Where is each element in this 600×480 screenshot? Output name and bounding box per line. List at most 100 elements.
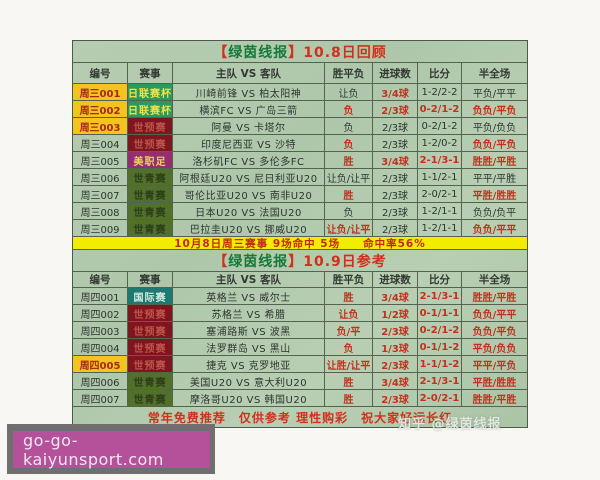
table2-body: 周四001 国际赛 英格兰 VS 威尔士 胜 3/4球 2-1/3-1 胜胜/平… <box>73 288 527 407</box>
hft-pick: 平胜/胜胜 <box>462 373 527 390</box>
col-header-4: 进球数 <box>373 272 418 288</box>
match-id: 周三002 <box>73 101 128 118</box>
hft-pick: 平负/负负 <box>462 118 527 135</box>
match-id: 周三005 <box>73 152 128 169</box>
goals-pick: 2/3球 <box>373 135 418 152</box>
table-row: 周四003 世预赛 塞浦路斯 VS 波黑 负/平 2/3球 0-2/1-2 负负… <box>73 322 527 339</box>
match-id: 周三001 <box>73 84 128 101</box>
teams: 法罗群岛 VS 黑山 <box>173 339 325 356</box>
teams: 捷克 VS 克罗地亚 <box>173 356 325 373</box>
match-id: 周三008 <box>73 203 128 220</box>
wdl-pick: 让负/让平 <box>325 220 373 237</box>
title-bracket-right: 】 <box>288 44 304 61</box>
goals-pick: 3/4球 <box>373 84 418 101</box>
table-row: 周四002 世预赛 苏格兰 VS 希腊 让负 1/2球 0-1/1-1 负负/平… <box>73 305 527 322</box>
score-pick: 2-0/2-1 <box>418 186 462 203</box>
col-header-4: 进球数 <box>373 63 418 84</box>
wdl-pick: 负 <box>325 118 373 135</box>
teams: 阿曼 VS 卡塔尔 <box>173 118 325 135</box>
title-date: 10.8日回顾 <box>303 44 387 61</box>
site-watermark: go-go-kaiyunsport.com <box>13 430 210 469</box>
table1-body: 周三001 日联赛杯 川崎前锋 VS 柏太阳神 让负 3/4球 1-2/2-2 … <box>73 84 527 237</box>
league-badge: 世青赛 <box>128 220 173 237</box>
match-id: 周三009 <box>73 220 128 237</box>
wdl-pick: 负 <box>325 101 373 118</box>
hft-pick: 胜胜/平胜 <box>462 152 527 169</box>
col-header-5: 比分 <box>418 63 462 84</box>
goals-pick: 2/3球 <box>373 220 418 237</box>
teams: 阿根廷U20 VS 尼日利亚U20 <box>173 169 325 186</box>
table-row: 周三007 世青赛 哥伦比亚U20 VS 南非U20 胜 2/3球 2-0/2-… <box>73 186 527 203</box>
footer-note: 常年免费推荐 仅供参考 理性购彩 祝大家好运长红 <box>147 410 453 425</box>
wdl-pick: 胜 <box>325 373 373 390</box>
match-id: 周三007 <box>73 186 128 203</box>
league-badge: 世青赛 <box>128 169 173 186</box>
goals-pick: 3/4球 <box>373 373 418 390</box>
hft-pick: 平胜/胜胜 <box>462 186 527 203</box>
teams: 巴拉圭U20 VS 挪威U20 <box>173 220 325 237</box>
match-id: 周三004 <box>73 135 128 152</box>
league-badge: 世预赛 <box>128 339 173 356</box>
table-row: 周三002 日联赛杯 横滨FC VS 广岛三箭 负 2/3球 0-2/1-2 负… <box>73 101 527 118</box>
zhihu-watermark: 知乎 @绿茵线报 <box>398 413 502 432</box>
match-id: 周四004 <box>73 339 128 356</box>
title-brand: 绿茵线报 <box>228 253 289 270</box>
zhihu-watermark-text: 知乎 @绿茵线报 <box>398 417 502 432</box>
teams: 美国U20 VS 意大利U20 <box>173 373 325 390</box>
league-badge: 国际赛 <box>128 288 173 305</box>
col-header-0: 编号 <box>73 63 128 84</box>
table-row: 周三005 美职足 洛杉矶FC VS 多伦多FC 胜 3/4球 2-1/3-1 … <box>73 152 527 169</box>
hft-pick: 负负/平负 <box>462 101 527 118</box>
col-header-3: 胜平负 <box>325 272 373 288</box>
table-row: 周三008 世青赛 日本U20 VS 法国U20 负 2/3球 1-2/1-1 … <box>73 203 527 220</box>
teams: 印度尼西亚 VS 沙特 <box>173 135 325 152</box>
goals-pick: 2/3球 <box>373 169 418 186</box>
score-pick: 1-1/2-1 <box>418 169 462 186</box>
table2-header: 编号 赛事 主队 VS 客队 胜平负 进球数 比分 半全场 <box>73 272 527 288</box>
table-row: 周四006 世青赛 美国U20 VS 意大利U20 胜 3/4球 2-1/3-1… <box>73 373 527 390</box>
table-row: 周四007 世青赛 摩洛哥U20 VS 韩国U20 胜 2/3球 2-0/2-1… <box>73 390 527 407</box>
table-row: 周三001 日联赛杯 川崎前锋 VS 柏太阳神 让负 3/4球 1-2/2-2 … <box>73 84 527 101</box>
score-pick: 2-1/3-1 <box>418 373 462 390</box>
goals-pick: 2/3球 <box>373 101 418 118</box>
teams: 苏格兰 VS 希腊 <box>173 305 325 322</box>
wdl-pick: 胜 <box>325 288 373 305</box>
table-row: 周三009 世青赛 巴拉圭U20 VS 挪威U20 让负/让平 2/3球 1-2… <box>73 220 527 237</box>
col-header-6: 半全场 <box>462 272 527 288</box>
table1-header: 编号 赛事 主队 VS 客队 胜平负 进球数 比分 半全场 <box>73 63 527 84</box>
goals-pick: 2/3球 <box>373 390 418 407</box>
wdl-pick: 胜 <box>325 390 373 407</box>
league-badge: 世预赛 <box>128 356 173 373</box>
score-pick: 2-1/3-1 <box>418 288 462 305</box>
score-pick: 0-1/1-1 <box>418 305 462 322</box>
table-row: 周三004 世预赛 印度尼西亚 VS 沙特 负 2/3球 1-2/0-2 负负/… <box>73 135 527 152</box>
table-row: 周三003 世预赛 阿曼 VS 卡塔尔 负 2/3球 0-2/1-2 平负/负负 <box>73 118 527 135</box>
section1-title: 【 绿茵线报 】 10.8日回顾 <box>73 41 527 63</box>
wdl-pick: 胜 <box>325 186 373 203</box>
site-watermark-text: go-go-kaiyunsport.com <box>23 430 164 469</box>
wdl-pick: 负 <box>325 339 373 356</box>
goals-pick: 3/4球 <box>373 152 418 169</box>
table-row: 周四004 世预赛 法罗群岛 VS 黑山 负 1/3球 0-1/1-2 平负/负… <box>73 339 527 356</box>
teams: 摩洛哥U20 VS 韩国U20 <box>173 390 325 407</box>
teams: 日本U20 VS 法国U20 <box>173 203 325 220</box>
col-header-0: 编号 <box>73 272 128 288</box>
col-header-2: 主队 VS 客队 <box>173 272 325 288</box>
section2-title: 【 绿茵线报 】 10.9日参考 <box>73 250 527 272</box>
wdl-pick: 让负/让平 <box>325 169 373 186</box>
goals-pick: 1/2球 <box>373 305 418 322</box>
league-badge: 世预赛 <box>128 135 173 152</box>
hft-pick: 平平/平负 <box>462 356 527 373</box>
match-id: 周四005 <box>73 356 128 373</box>
teams: 川崎前锋 VS 柏太阳神 <box>173 84 325 101</box>
score-pick: 0-2/1-2 <box>418 322 462 339</box>
score-pick: 1-1/1-2 <box>418 356 462 373</box>
teams: 哥伦比亚U20 VS 南非U20 <box>173 186 325 203</box>
title-bracket-left: 【 <box>213 253 229 270</box>
score-pick: 2-1/3-1 <box>418 152 462 169</box>
match-id: 周四003 <box>73 322 128 339</box>
col-header-1: 赛事 <box>128 63 173 84</box>
hft-pick: 负负/平平 <box>462 305 527 322</box>
teams: 洛杉矶FC VS 多伦多FC <box>173 152 325 169</box>
league-badge: 日联赛杯 <box>128 101 173 118</box>
